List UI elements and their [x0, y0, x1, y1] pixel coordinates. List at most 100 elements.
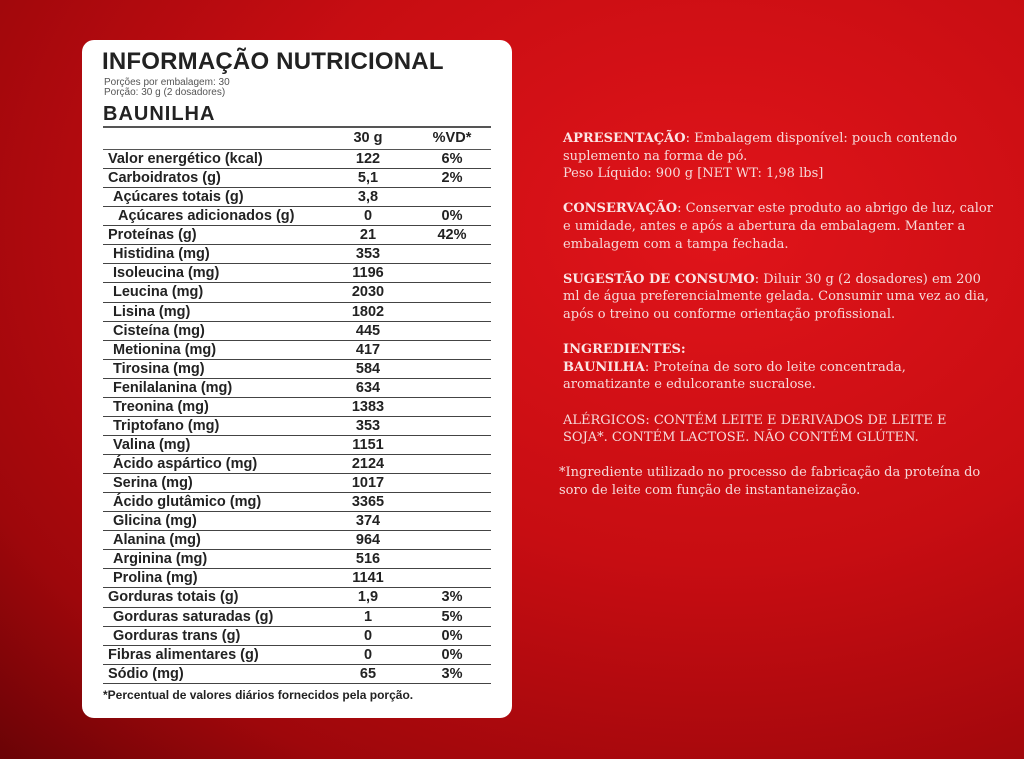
- nutrient-row: Gorduras saturadas (g) 1 5%: [103, 608, 491, 627]
- nutrient-row: Leucina (mg) 2030: [103, 283, 491, 303]
- nutrient-amount: 1: [363, 608, 373, 625]
- nutrient-row: Gorduras totais (g) 1,9 3%: [103, 588, 491, 608]
- dv-column-header: %VD*: [432, 130, 472, 146]
- amount-column-header: 30 g: [353, 130, 383, 146]
- nutrient-name: Carboidratos (g): [108, 170, 221, 187]
- nutrient-name: Alanina (mg): [113, 532, 201, 549]
- nutrient-row: Açúcares adicionados (g) 0 0%: [103, 207, 491, 227]
- nutrient-row: Valor energético (kcal) 122 6%: [103, 150, 491, 170]
- nutrient-amount: 445: [355, 322, 381, 339]
- nutrient-amount: 0: [363, 627, 373, 644]
- sugestao-section: SUGESTÃO DE CONSUMO: Diluir 30 g (2 dosa…: [563, 271, 993, 324]
- nutrient-row: Carboidratos (g) 5,1 2%: [103, 169, 491, 189]
- nutrient-row: Isoleucina (mg) 1196: [103, 264, 491, 284]
- nutrient-name: Valina (mg): [113, 436, 191, 453]
- net-weight: Peso Líquido: 900 g [NET WT: 1,98 lbs]: [563, 166, 824, 182]
- sugestao-text: : Diluir 30 g (2 dosadores) em 200 ml de…: [563, 271, 989, 322]
- nutrient-amount: 374: [355, 513, 381, 530]
- nutrient-name: Açúcares totais (g): [113, 189, 244, 206]
- ingredientes-heading: INGREDIENTES:: [563, 342, 686, 358]
- nutrient-amount: 1151: [352, 436, 384, 453]
- nutrient-row: Cisteína (mg) 445: [103, 322, 491, 341]
- ingredientes-flavor: BAUNILHA: [563, 359, 645, 375]
- nutrient-name: Arginina (mg): [113, 551, 208, 568]
- nutrient-amount: 1802: [351, 303, 385, 320]
- nutrient-amount: 122: [355, 151, 381, 167]
- nutrient-name: Isoleucina (mg): [113, 265, 220, 282]
- nutrient-row: Histidina (mg) 353: [103, 245, 491, 265]
- nutrient-name: Valor energético (kcal): [108, 151, 263, 167]
- nutrient-name: Lisina (mg): [113, 303, 191, 320]
- label-title: INFORMAÇÃO NUTRICIONAL: [102, 48, 444, 75]
- nutrient-row: Treonina (mg) 1383: [103, 398, 491, 417]
- nutrient-name: Triptofano (mg): [113, 417, 220, 434]
- apresentacao-heading: APRESENTAÇÃO: [563, 131, 686, 146]
- nutrient-name: Fibras alimentares (g): [108, 646, 259, 663]
- nutrition-facts-label: INFORMAÇÃO NUTRICIONAL Porções por embal…: [82, 40, 512, 718]
- nutrient-amount: 2030: [351, 284, 385, 301]
- nutrient-amount: 65: [359, 665, 377, 682]
- serving-size: Porção: 30 g (2 dosadores): [104, 87, 226, 98]
- nutrient-row: Triptofano (mg) 353: [103, 417, 491, 436]
- nutrient-name: Fenilalanina (mg): [113, 379, 233, 396]
- nutrient-amount: 1141: [352, 570, 384, 587]
- nutrient-row: Ácido glutâmico (mg) 3365: [103, 493, 491, 513]
- nutrient-row: Sódio (mg) 65 3%: [103, 665, 491, 684]
- nutrient-name: Prolina (mg): [113, 570, 198, 587]
- nutrient-name: Tirosina (mg): [113, 360, 205, 377]
- apresentacao-section: APRESENTAÇÃO: Embalagem disponível: pouc…: [563, 130, 993, 183]
- nutrient-dv: 0%: [441, 646, 463, 663]
- nutrient-amount: 1,9: [357, 589, 379, 606]
- nutrient-amount: 1383: [351, 398, 385, 415]
- nutrient-dv: 5%: [441, 608, 463, 625]
- label-footnote: *Percentual de valores diários fornecido…: [103, 688, 414, 702]
- nutrient-row: Alanina (mg) 964: [103, 531, 491, 551]
- nutrient-amount: 0: [363, 646, 373, 663]
- nutrient-amount: 1196: [352, 265, 384, 282]
- nutrient-dv: 3%: [441, 665, 463, 682]
- nutrient-name: Gorduras saturadas (g): [113, 608, 274, 625]
- nutrient-row: Metionina (mg) 417: [103, 341, 491, 360]
- table-header: 30 g %VD*: [103, 126, 491, 150]
- nutrient-amount: 964: [355, 532, 381, 549]
- nutrient-name: Gorduras totais (g): [108, 589, 239, 606]
- nutrient-row: Ácido aspártico (mg) 2124: [103, 455, 491, 475]
- nutrient-amount: 353: [355, 246, 381, 263]
- nutrient-amount: 5,1: [357, 170, 379, 187]
- nutrient-name: Serina (mg): [113, 475, 193, 492]
- nutrient-name: Açúcares adicionados (g): [118, 208, 295, 225]
- conservacao-section: CONSERVAÇÃO: Conservar este produto ao a…: [563, 200, 993, 253]
- nutrition-table: 30 g %VD* Valor energético (kcal) 122 6% Ca…: [103, 126, 491, 684]
- nutrient-amount: 584: [355, 360, 381, 377]
- nutrient-row: Açúcares totais (g) 3,8: [103, 188, 491, 208]
- nutrient-amount: 634: [355, 379, 381, 396]
- ingredientes-text: : Proteína de soro do leite concentrada,…: [563, 359, 906, 393]
- nutrient-name: Cisteína (mg): [113, 322, 205, 339]
- nutrient-row: Fibras alimentares (g) 0 0%: [103, 646, 491, 665]
- nutrient-amount: 353: [355, 417, 381, 434]
- nutrient-dv: 3%: [441, 589, 463, 606]
- nutrient-row: Glicina (mg) 374: [103, 512, 491, 532]
- product-info: APRESENTAÇÃO: Embalagem disponível: pouc…: [559, 130, 993, 517]
- nutrient-row: Proteínas (g) 21 42%: [103, 226, 491, 246]
- nutrient-amount: 0: [363, 208, 373, 225]
- nutrient-row: Gorduras trans (g) 0 0%: [103, 627, 491, 646]
- nutrient-name: Metionina (mg): [113, 341, 217, 358]
- nutrient-row: Tirosina (mg) 584: [103, 360, 491, 379]
- nutrient-row: Valina (mg) 1151: [103, 436, 491, 455]
- nutrient-amount: 417: [355, 341, 381, 358]
- nutrient-row: Serina (mg) 1017: [103, 474, 491, 494]
- conservacao-text: : Conservar este produto ao abrigo de lu…: [563, 201, 993, 252]
- nutrient-dv: 6%: [441, 151, 463, 167]
- nutrient-dv: 0%: [441, 208, 463, 225]
- nutrient-name: Histidina (mg): [113, 246, 210, 263]
- nutrient-dv: 42%: [437, 227, 467, 244]
- info-footnote: *Ingrediente utilizado no processo de fa…: [559, 465, 981, 498]
- sugestao-heading: SUGESTÃO DE CONSUMO: [563, 271, 755, 287]
- nutrient-row: Lisina (mg) 1802: [103, 303, 491, 322]
- nutrient-name: Leucina (mg): [113, 284, 204, 301]
- nutrient-amount: 516: [355, 551, 381, 568]
- nutrient-name: Sódio (mg): [108, 665, 184, 682]
- nutrient-row: Fenilalanina (mg) 634: [103, 379, 491, 398]
- nutrient-amount: 2124: [351, 456, 385, 472]
